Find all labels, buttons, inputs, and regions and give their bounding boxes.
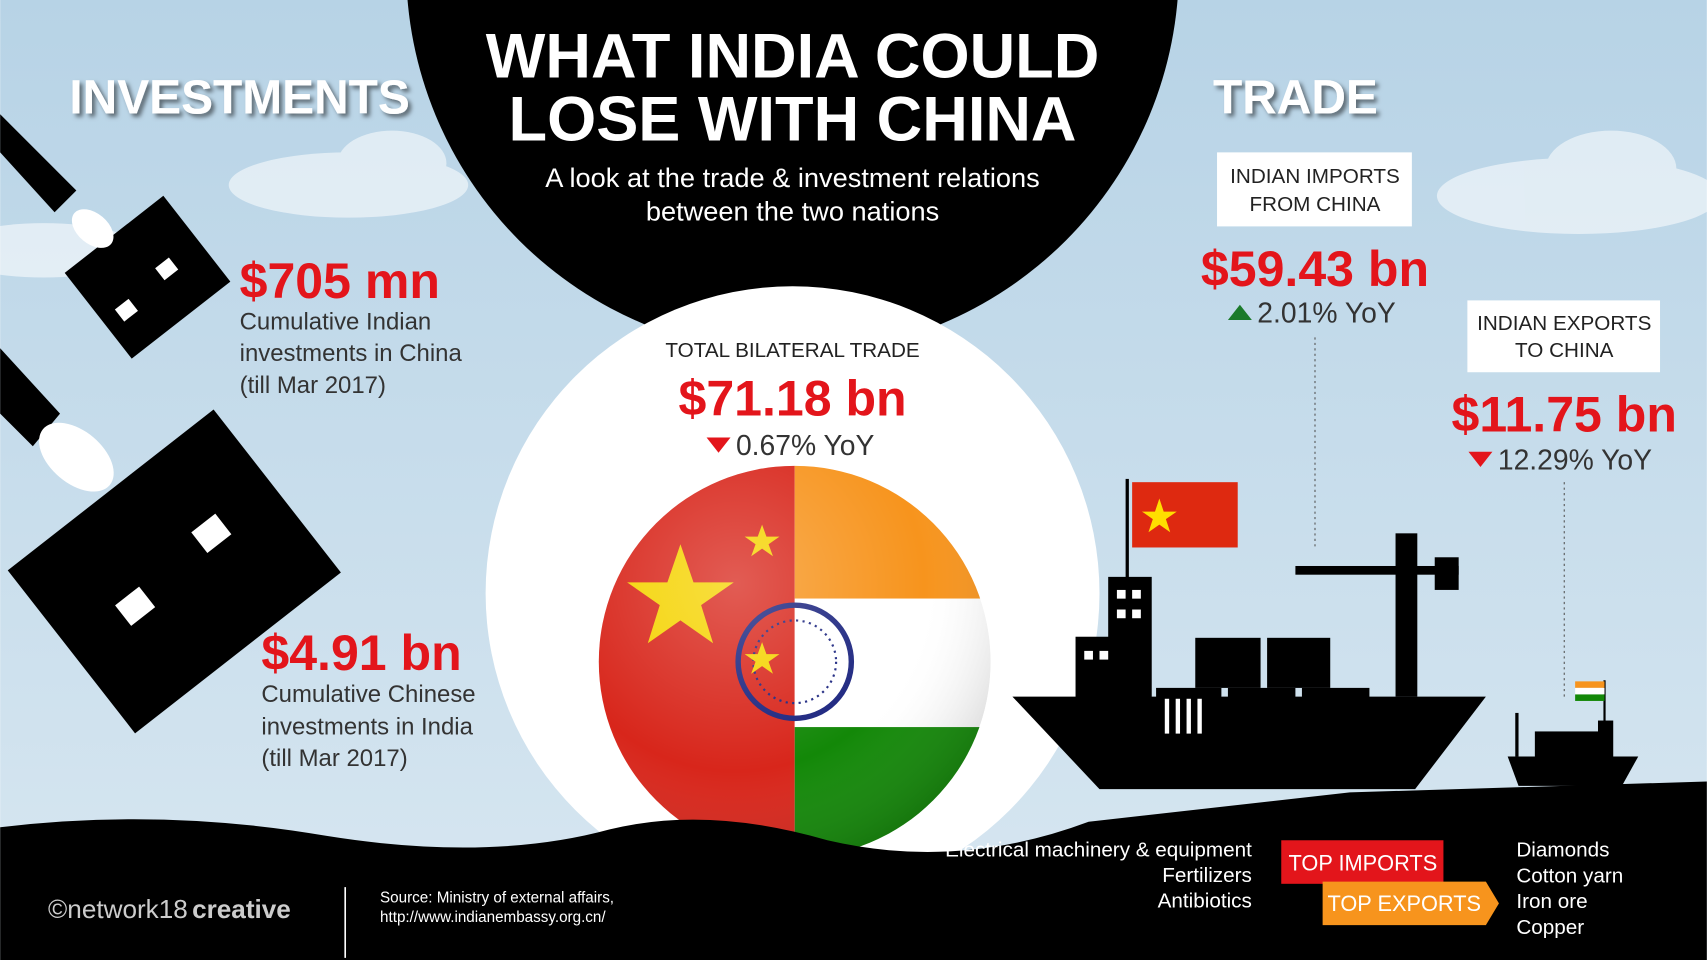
section-heading: TRADE [1213,71,1378,124]
exports-change: 12.29% YoY [1498,443,1652,475]
top-exports-box [1322,881,1499,926]
brand-bold: creative [192,894,291,924]
india-flag [1575,694,1605,701]
section-heading: INVESTMENTS [69,71,409,124]
source: http://www.indianembassy.org.cn/ [380,909,606,926]
top-import-item: Electrical machinery & equipment [945,839,1252,862]
investment-value: $4.91 bn [261,625,461,681]
total-label: TOTAL BILATERAL TRADE [665,339,919,362]
investment-value: $705 mn [240,253,440,309]
top-import-item: Antibiotics [1158,890,1252,913]
india-flag [1575,681,1605,688]
exports-label: INDIAN EXPORTS [1477,312,1651,335]
top-export-item: Cotton yarn [1516,864,1623,887]
ground [0,781,1707,960]
title-backdrop [407,0,1178,354]
top-export-item: Diamonds [1516,839,1609,862]
exports-label-box [1467,300,1661,373]
investment-desc: Cumulative Chinese [261,681,475,708]
total-change: 0.67% YoY [736,429,875,461]
big-ship [1012,478,1486,790]
title: LOSE WITH CHINA [509,85,1077,155]
top-import-item: Fertilizers [1162,864,1252,887]
imports-change: 2.01% YoY [1257,296,1396,328]
subtitle: A look at the trade & investment relatio… [545,162,1039,193]
change-arrow [1468,451,1493,467]
imports-value: $59.43 bn [1201,241,1429,297]
top-export-item: Copper [1516,916,1584,939]
investment-desc: investments in India [261,714,473,741]
title: WHAT INDIA COULD [486,22,1099,92]
brand: ©network18 creative [48,894,291,924]
top-exports-label: TOP EXPORTS [1327,891,1481,916]
investment-desc: (till Mar 2017) [240,372,386,399]
investment-desc: investments in China [240,340,463,367]
briefcase-large [0,348,341,734]
ship-windows [1084,589,1202,734]
india-flag [1575,687,1605,695]
imports-label: FROM CHINA [1250,193,1381,216]
investment-desc: Cumulative Indian [240,309,432,336]
change-arrow [1227,304,1252,320]
imports-label-box [1217,152,1412,227]
brand-name: ©network18 [48,894,188,924]
top-imports-label: TOP IMPORTS [1289,851,1438,876]
top-export-item: Iron ore [1516,890,1587,913]
top-imports-box [1281,840,1444,884]
briefcase-small [0,114,231,359]
small-ship [1507,680,1639,786]
source: Source: Ministry of external affairs, [380,889,614,906]
subtitle: between the two nations [646,196,939,227]
flag-badge [598,465,991,858]
exports-label: TO CHINA [1515,339,1614,362]
total-value: $71.18 bn [678,370,906,426]
flag-star [1141,498,1177,533]
change-arrow [706,437,731,453]
exports-value: $11.75 bn [1452,387,1677,443]
investment-desc: (till Mar 2017) [261,745,407,772]
imports-label: INDIAN IMPORTS [1230,165,1400,188]
